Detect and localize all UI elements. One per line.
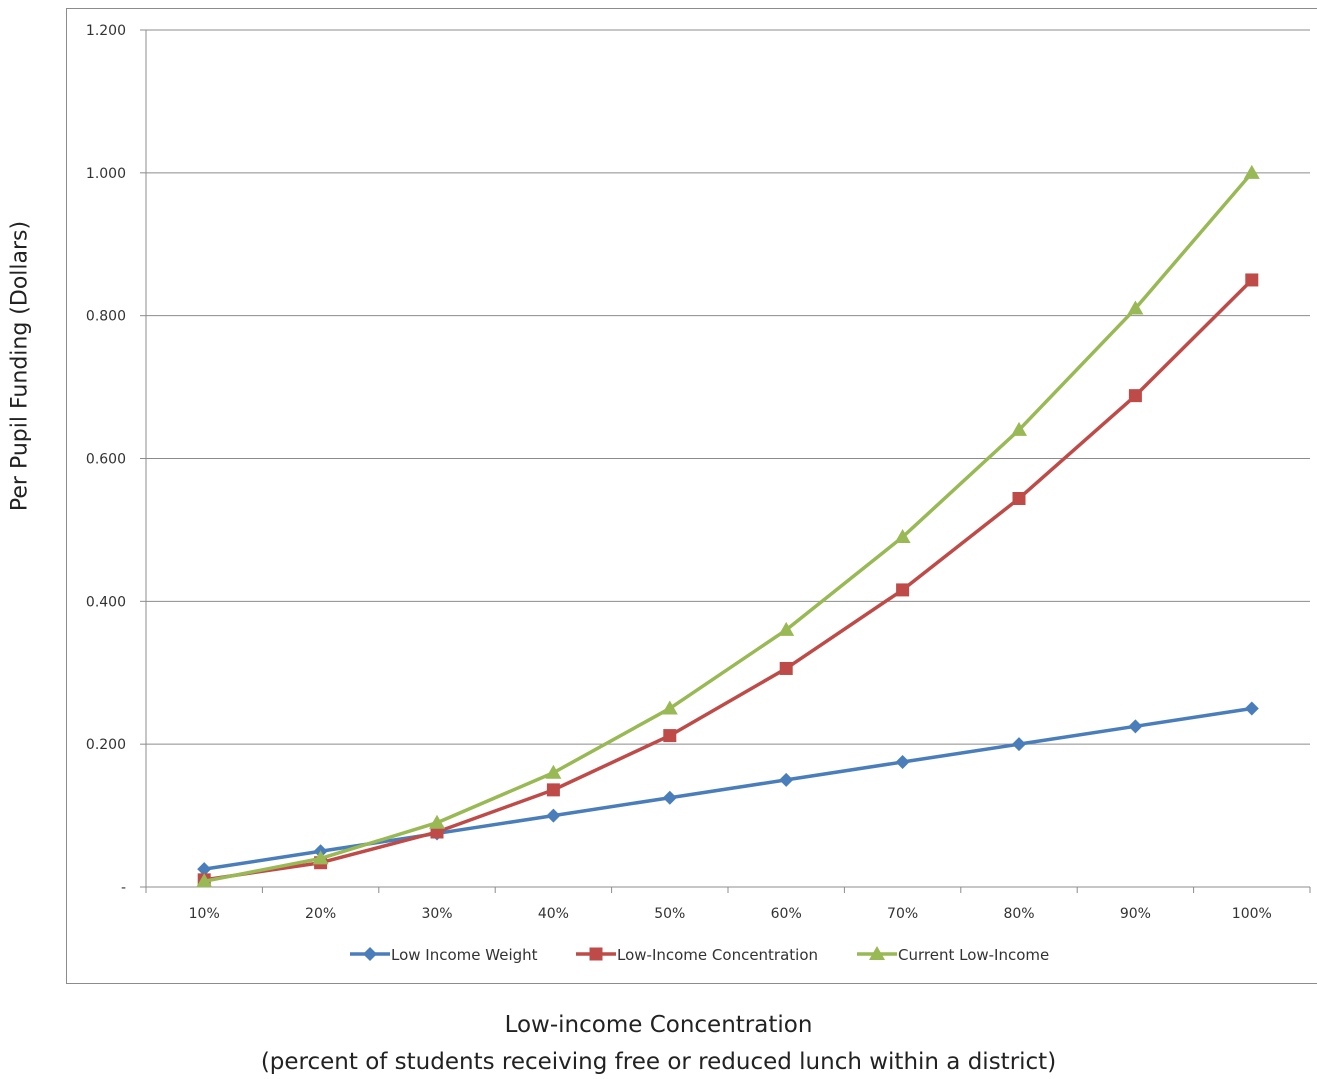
legend-label: Low-Income Concentration: [617, 946, 818, 964]
data-point-s2: [663, 729, 677, 743]
y-tick-label: 0.200: [86, 737, 126, 753]
y-axis-title: Per Pupil Funding (Dollars): [7, 220, 33, 512]
data-point-s1: [197, 862, 212, 877]
legend-label: Low Income Weight: [391, 946, 538, 964]
y-tick-label: 0.400: [86, 594, 126, 610]
x-tick-label: 10%: [189, 906, 220, 922]
series-line-3: [203, 171, 1254, 884]
y-tick-label: 1.000: [86, 166, 126, 182]
data-point-s3: [1011, 421, 1027, 436]
x-tick-label: 70%: [887, 906, 918, 922]
legend-marker: [363, 947, 377, 961]
series-line-2: [203, 278, 1254, 882]
x-tick-label: 60%: [771, 906, 802, 922]
data-point-s1: [1128, 719, 1143, 734]
data-point-s2: [1128, 389, 1142, 403]
data-point-s2: [430, 825, 444, 839]
x-axis-title: Low-income Concentration: [504, 1012, 813, 1038]
x-tick-label: 80%: [1003, 906, 1034, 922]
data-point-s3: [1243, 164, 1260, 179]
x-tick-label: 90%: [1120, 906, 1151, 922]
chart-frame: [66, 8, 1317, 984]
x-tick-label: 50%: [654, 906, 685, 922]
data-point-s2: [1012, 491, 1026, 505]
data-point-s1: [895, 755, 910, 770]
legend-label: Current Low-Income: [898, 946, 1049, 964]
data-point-s2: [896, 583, 910, 597]
data-point-s3: [196, 873, 213, 888]
data-point-s3: [429, 814, 445, 829]
data-point-s3: [778, 621, 795, 636]
data-point-s3: [1127, 300, 1144, 315]
data-point-s1: [779, 772, 794, 787]
x-tick-label: 20%: [305, 906, 336, 922]
data-point-s3: [661, 700, 678, 715]
data-point-s1: [1012, 737, 1026, 752]
x-tick-label: 40%: [538, 906, 569, 922]
data-point-s2: [546, 783, 560, 797]
x-tick-label: 30%: [421, 906, 452, 922]
x-axis-subtitle: (percent of students receiving free or r…: [260, 1049, 1057, 1075]
y-tick-label: -: [121, 880, 126, 896]
y-tick-label: 1.200: [86, 23, 126, 39]
data-point-s1: [662, 790, 677, 805]
data-point-s1: [1244, 701, 1259, 716]
data-point-s1: [546, 808, 561, 823]
data-point-s3: [894, 529, 911, 544]
data-point-s2: [1245, 273, 1259, 287]
legend-marker: [869, 946, 885, 960]
data-point-s2: [779, 661, 793, 675]
data-point-s3: [312, 850, 329, 865]
y-tick-label: 0.600: [86, 452, 126, 468]
legend-marker: [589, 947, 603, 961]
y-tick-label: 0.800: [86, 309, 126, 325]
x-tick-label: 100%: [1232, 906, 1272, 922]
data-point-s3: [545, 764, 562, 779]
